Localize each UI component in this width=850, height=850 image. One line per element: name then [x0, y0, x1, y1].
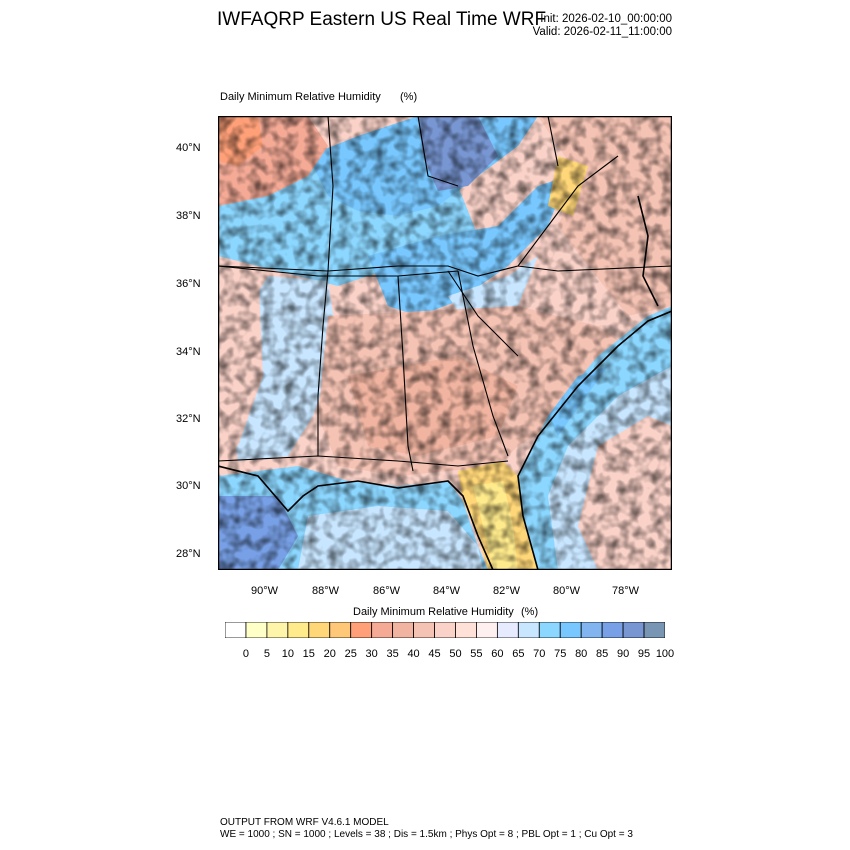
- map-border: [218, 116, 672, 570]
- colorbar-swatch: [329, 622, 352, 638]
- page-title: IWFAQRP Eastern US Real Time WRF: [217, 9, 547, 30]
- colorbar-swatch: [392, 622, 414, 638]
- lon-label-82: 82°W: [493, 585, 521, 597]
- plot-title: Daily Minimum Relative Humidity: [220, 91, 381, 103]
- colorbar-label: 65: [512, 648, 525, 660]
- colorbar-swatch: [580, 622, 603, 638]
- colorbar-swatch: [643, 622, 665, 638]
- lon-label-86: 86°W: [373, 585, 401, 597]
- colorbar-label: 40: [407, 648, 420, 660]
- plot-units: (%): [400, 91, 418, 103]
- valid-time: Valid: 2026-02-11_11:00:00: [532, 26, 672, 38]
- lat-label-34: 34°N: [176, 346, 201, 358]
- colorbar-labels: 0 5 10 15 20 25 30 35 40 45 50 55 60 65 70 75 80 85 90 95 10…: [0, 648, 850, 662]
- colorbar-swatch: [225, 622, 247, 638]
- colorbar-label: 95: [637, 648, 651, 660]
- lon-label-88: 88°W: [312, 585, 340, 597]
- contour-texture: [218, 116, 672, 570]
- colorbar-swatch: [455, 622, 477, 638]
- colorbar-units: (%): [521, 606, 539, 618]
- colorbar-label: 35: [386, 648, 399, 660]
- lon-label-78: 78°W: [612, 585, 640, 597]
- lon-label-90: 90°W: [251, 585, 279, 597]
- colorbar-label: 50: [449, 648, 462, 660]
- colorbar-label: 90: [616, 648, 630, 660]
- colorbar-label: 75: [554, 648, 567, 660]
- colorbar-swatch: [559, 622, 582, 638]
- colorbar-swatch: [245, 622, 268, 638]
- colorbar-label: 60: [491, 648, 504, 660]
- colorbar-swatch: [476, 622, 498, 638]
- colorbar-swatch: [308, 622, 331, 638]
- colorbar-swatch: [496, 622, 519, 638]
- colorbar-label: 15: [302, 648, 315, 660]
- colorbar: [225, 622, 665, 638]
- lat-label-40: 40°N: [176, 142, 201, 154]
- colorbar-label: 20: [323, 648, 336, 660]
- lat-label-30: 30°N: [176, 480, 201, 492]
- colorbar-label: 25: [344, 648, 357, 660]
- colorbar-swatch: [517, 622, 540, 638]
- colorbar-label: 100: [655, 648, 675, 660]
- colorbar-label: 85: [596, 648, 609, 660]
- colorbar-label: 45: [428, 648, 441, 660]
- init-time: Init: 2026-02-10_00:00:00: [540, 13, 672, 25]
- lat-label-38: 38°N: [176, 210, 201, 222]
- lon-label-84: 84°W: [433, 585, 461, 597]
- colorbar-swatch: [538, 622, 561, 638]
- colorbar-label: 10: [281, 648, 294, 660]
- state-boundaries: [218, 116, 672, 472]
- lon-label-80: 80°W: [553, 585, 581, 597]
- colorbar-title: Daily Minimum Relative Humidity: [353, 606, 514, 618]
- footer-model: OUTPUT FROM WRF V4.6.1 MODEL: [220, 817, 389, 828]
- colorbar-label: 0: [242, 648, 249, 660]
- lat-label-36: 36°N: [176, 278, 201, 290]
- lat-label-28: 28°N: [176, 548, 201, 560]
- colorbar-swatch: [350, 622, 373, 638]
- rh-map: [218, 116, 672, 570]
- colorbar-label: 70: [533, 648, 546, 660]
- lat-label-32: 32°N: [176, 413, 201, 425]
- colorbar-swatch: [622, 622, 645, 638]
- colorbar-swatch: [266, 622, 289, 638]
- colorbar-label: 80: [575, 648, 588, 660]
- footer-config: WE = 1000 ; SN = 1000 ; Levels = 38 ; Di…: [220, 829, 633, 840]
- colorbar-swatch: [601, 622, 624, 638]
- colorbar-label: 5: [263, 648, 270, 660]
- colorbar-swatch: [371, 622, 394, 638]
- coastline: [218, 195, 672, 570]
- colorbar-swatch: [413, 622, 435, 638]
- colorbar-swatch: [434, 622, 456, 638]
- colorbar-label: 30: [365, 648, 378, 660]
- colorbar-label: 55: [470, 648, 483, 660]
- colorbar-swatch: [287, 622, 310, 638]
